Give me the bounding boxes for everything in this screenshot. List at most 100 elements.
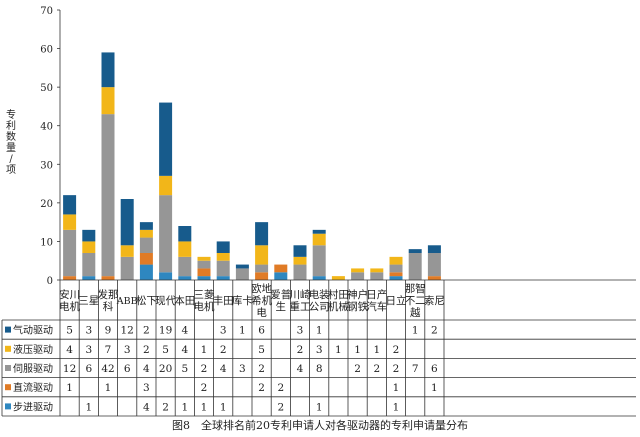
data-value: 12 xyxy=(121,325,134,337)
y-axis-label: 专利数量 / 项 xyxy=(6,110,16,176)
category-label: 神户 xyxy=(347,288,368,301)
bar-segment xyxy=(293,245,307,257)
data-value: 1 xyxy=(85,401,92,413)
data-value: 8 xyxy=(316,363,323,375)
y-tick-label: 30 xyxy=(40,160,53,171)
bar-segment xyxy=(101,87,115,115)
legend-label: 气动驱动 xyxy=(13,324,53,337)
bar-segment xyxy=(427,253,441,277)
bar-segment xyxy=(312,233,326,246)
bar-segment xyxy=(120,256,134,280)
data-value: 2 xyxy=(277,401,284,413)
data-value: 42 xyxy=(101,363,114,375)
bar-segment xyxy=(101,52,115,88)
chart-axes: 0 10 20 30 40 50 60 70 xyxy=(40,6,61,287)
y-tick-label: 20 xyxy=(40,199,53,210)
bar-segment xyxy=(63,195,77,215)
data-value: 4 xyxy=(66,344,73,356)
category-label: 钢铁 xyxy=(347,300,368,313)
data-value: 1 xyxy=(105,382,112,394)
y-tick-label: 50 xyxy=(40,83,53,94)
legend-swatch xyxy=(5,384,11,391)
data-value: 1 xyxy=(316,401,323,413)
data-value: 3 xyxy=(316,344,323,356)
data-value: 1 xyxy=(201,344,208,356)
bar-segment xyxy=(197,268,211,277)
category-label: 重工 xyxy=(290,300,311,313)
data-value: 9 xyxy=(105,325,112,337)
category-label: 欧地 xyxy=(251,282,272,295)
category-label: 日立 xyxy=(386,294,407,307)
legend-swatch xyxy=(5,365,11,371)
legend-swatch xyxy=(5,403,11,410)
legend-label: 步进驱动 xyxy=(13,401,53,413)
bar-segment xyxy=(370,268,384,273)
category-label: 三菱 xyxy=(194,289,215,301)
bar-segment xyxy=(216,241,230,253)
bar-segment xyxy=(216,253,230,261)
category-label: ABB xyxy=(116,296,138,307)
data-value: 2 xyxy=(143,325,150,337)
bar-segment xyxy=(389,272,403,277)
bar-segment xyxy=(159,195,173,273)
data-value: 6 xyxy=(124,363,131,375)
bar-segment xyxy=(389,264,403,273)
data-value: 20 xyxy=(159,363,172,375)
legend-swatch xyxy=(5,326,11,333)
category-label: 电机 xyxy=(59,300,80,313)
category-label: 库卡 xyxy=(232,294,253,307)
bar-segment xyxy=(82,276,96,280)
data-value: 1 xyxy=(393,382,400,394)
data-value: 2 xyxy=(162,401,169,413)
bar-segment xyxy=(82,229,96,242)
bar-segment xyxy=(178,276,192,280)
bar-segment xyxy=(235,264,249,269)
data-value: 1 xyxy=(201,401,208,413)
y-tick-label: 10 xyxy=(40,237,53,248)
data-value: 4 xyxy=(143,401,150,413)
data-value: 2 xyxy=(354,363,361,375)
bar-segment xyxy=(63,276,77,280)
data-value: 5 xyxy=(162,344,169,356)
bar-segment xyxy=(427,276,441,280)
bar-segment xyxy=(216,260,230,277)
bar-segment xyxy=(197,260,211,269)
figure-caption: 图8 全球排名前20专利申请人对各驱动器的专利申请量分布 xyxy=(172,419,468,432)
bar-segment xyxy=(312,245,326,277)
data-value: 1 xyxy=(66,382,73,394)
bar-segment xyxy=(139,253,153,265)
y-tick-label: 40 xyxy=(40,122,53,133)
bar-segment xyxy=(197,276,211,280)
bar-segment xyxy=(235,268,249,280)
category-label: 丰田 xyxy=(213,294,234,307)
data-value: 3 xyxy=(239,363,246,375)
bar-segment xyxy=(370,272,384,280)
data-value: 2 xyxy=(393,344,400,356)
category-label: 发那 xyxy=(98,288,119,301)
data-value: 1 xyxy=(393,401,400,413)
bar-segment xyxy=(63,214,77,230)
data-value: 1 xyxy=(335,344,342,356)
bar-segment xyxy=(216,276,230,280)
category-label: 电 xyxy=(256,306,267,319)
data-value: 4 xyxy=(143,363,150,375)
data-value: 1 xyxy=(373,344,380,356)
data-value: 2 xyxy=(431,325,438,337)
bar-segment xyxy=(139,229,153,238)
bar-segment xyxy=(427,245,441,253)
bar-segment xyxy=(351,268,365,273)
category-label: 生 xyxy=(276,300,287,313)
data-value: 2 xyxy=(201,363,208,375)
y-tick-label: 0 xyxy=(47,276,53,287)
bar-segment xyxy=(312,276,326,280)
data-value: 2 xyxy=(277,382,284,394)
bar-segment xyxy=(255,264,269,273)
data-value: 3 xyxy=(220,325,227,337)
bar-segment xyxy=(139,237,153,253)
y-tick-label: 60 xyxy=(40,45,53,56)
data-value: 1 xyxy=(239,325,246,337)
data-value: 1 xyxy=(220,401,227,413)
category-label: 村田 xyxy=(328,288,349,301)
legend-label: 直流驱动 xyxy=(13,381,53,394)
bar-segment xyxy=(312,229,326,234)
